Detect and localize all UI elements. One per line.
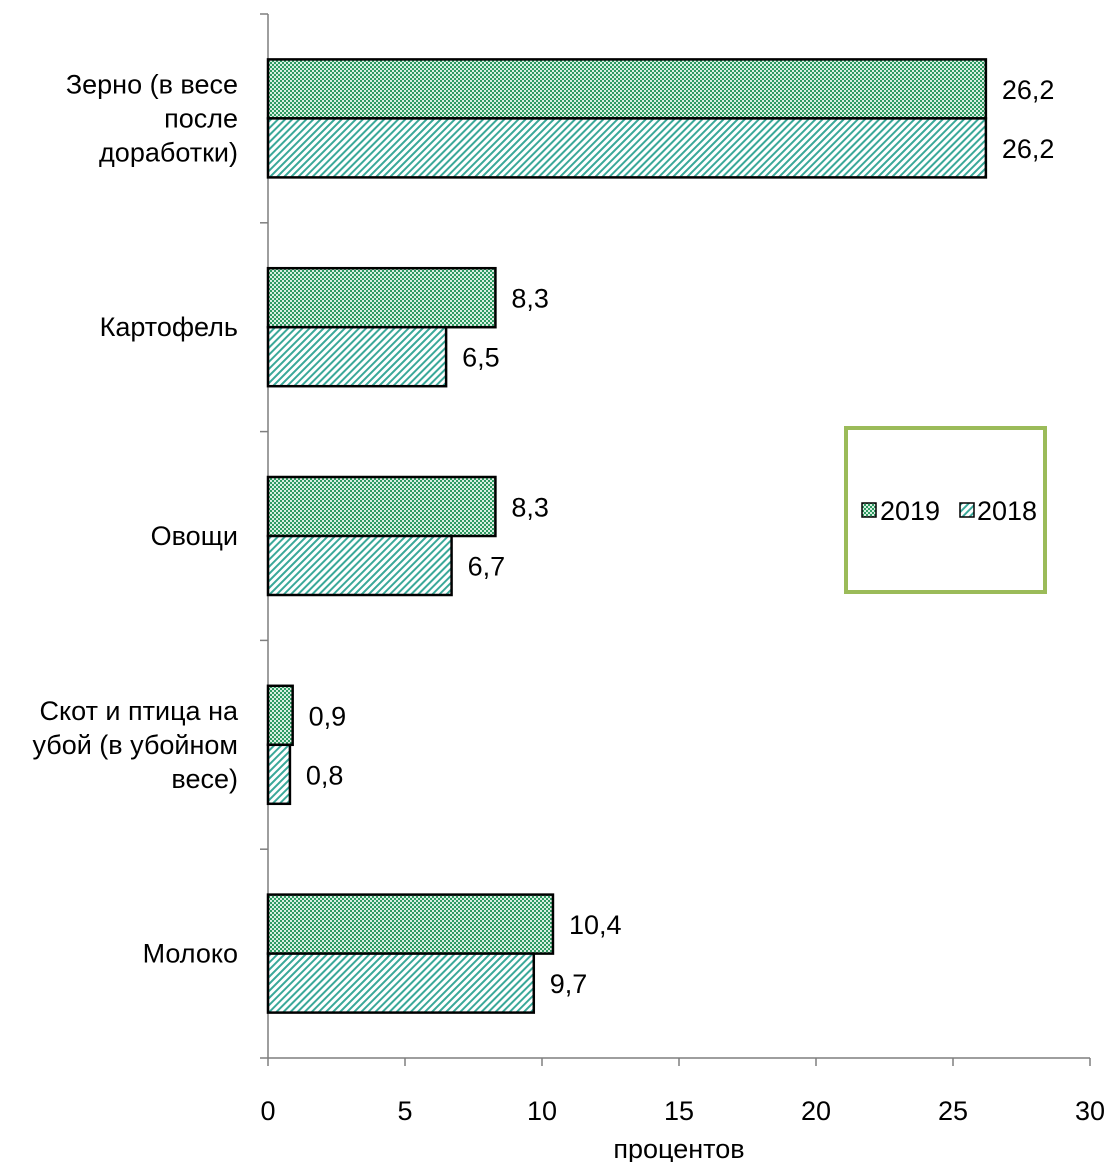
plot-area: 0 5 10 15 20 25 30 процентов 26,2 26,2 Зерно (в ве… <box>32 13 1105 1162</box>
data-label: 6,5 <box>462 343 500 373</box>
bar-2019 <box>266 893 555 955</box>
x-tick-label: 20 <box>801 1096 831 1126</box>
category-label: Скот и птица на <box>40 696 239 726</box>
bar-2018 <box>266 117 988 179</box>
category-label: Молоко <box>143 939 238 969</box>
x-tick-label: 25 <box>938 1096 968 1126</box>
legend-swatch-2018 <box>959 502 975 518</box>
legend-label-2019: 2019 <box>880 496 940 526</box>
x-tick-label: 30 <box>1075 1096 1105 1126</box>
bar-2019 <box>266 266 497 329</box>
bar-2018 <box>266 325 448 388</box>
bar-2019 <box>266 684 294 747</box>
x-tick-label: 5 <box>397 1096 412 1126</box>
bar-2018 <box>266 952 536 1014</box>
data-label: 9,7 <box>550 969 588 999</box>
legend: 2019 2018 <box>844 426 1047 594</box>
category-label: убой (в убойном <box>32 730 238 760</box>
data-label: 8,3 <box>511 284 549 314</box>
bar-2019 <box>266 475 497 538</box>
data-label: 10,4 <box>569 910 622 940</box>
data-label: 6,7 <box>468 552 506 582</box>
data-label: 0,9 <box>309 701 347 731</box>
bar-2018 <box>266 743 292 806</box>
bar-2019 <box>266 58 988 120</box>
bar-2018 <box>266 534 453 597</box>
legend-label-2018: 2018 <box>977 496 1037 526</box>
category-label: Зерно (в весе <box>66 69 238 99</box>
x-tick-label: 0 <box>260 1096 275 1126</box>
category-label: доработки) <box>99 137 238 167</box>
category-label: после <box>164 103 238 133</box>
category-label: Овощи <box>151 521 238 551</box>
data-label: 0,8 <box>306 760 344 790</box>
x-tick-label: 15 <box>664 1096 694 1126</box>
legend-box <box>844 426 1047 594</box>
data-label: 8,3 <box>511 493 549 523</box>
category-label: весе) <box>171 764 238 794</box>
x-axis-title: процентов <box>613 1134 744 1162</box>
x-tick-label: 10 <box>527 1096 557 1126</box>
data-label: 26,2 <box>1002 134 1055 164</box>
legend-swatch-2019 <box>861 502 877 518</box>
data-label: 26,2 <box>1002 75 1055 105</box>
category-label: Картофель <box>100 312 238 342</box>
